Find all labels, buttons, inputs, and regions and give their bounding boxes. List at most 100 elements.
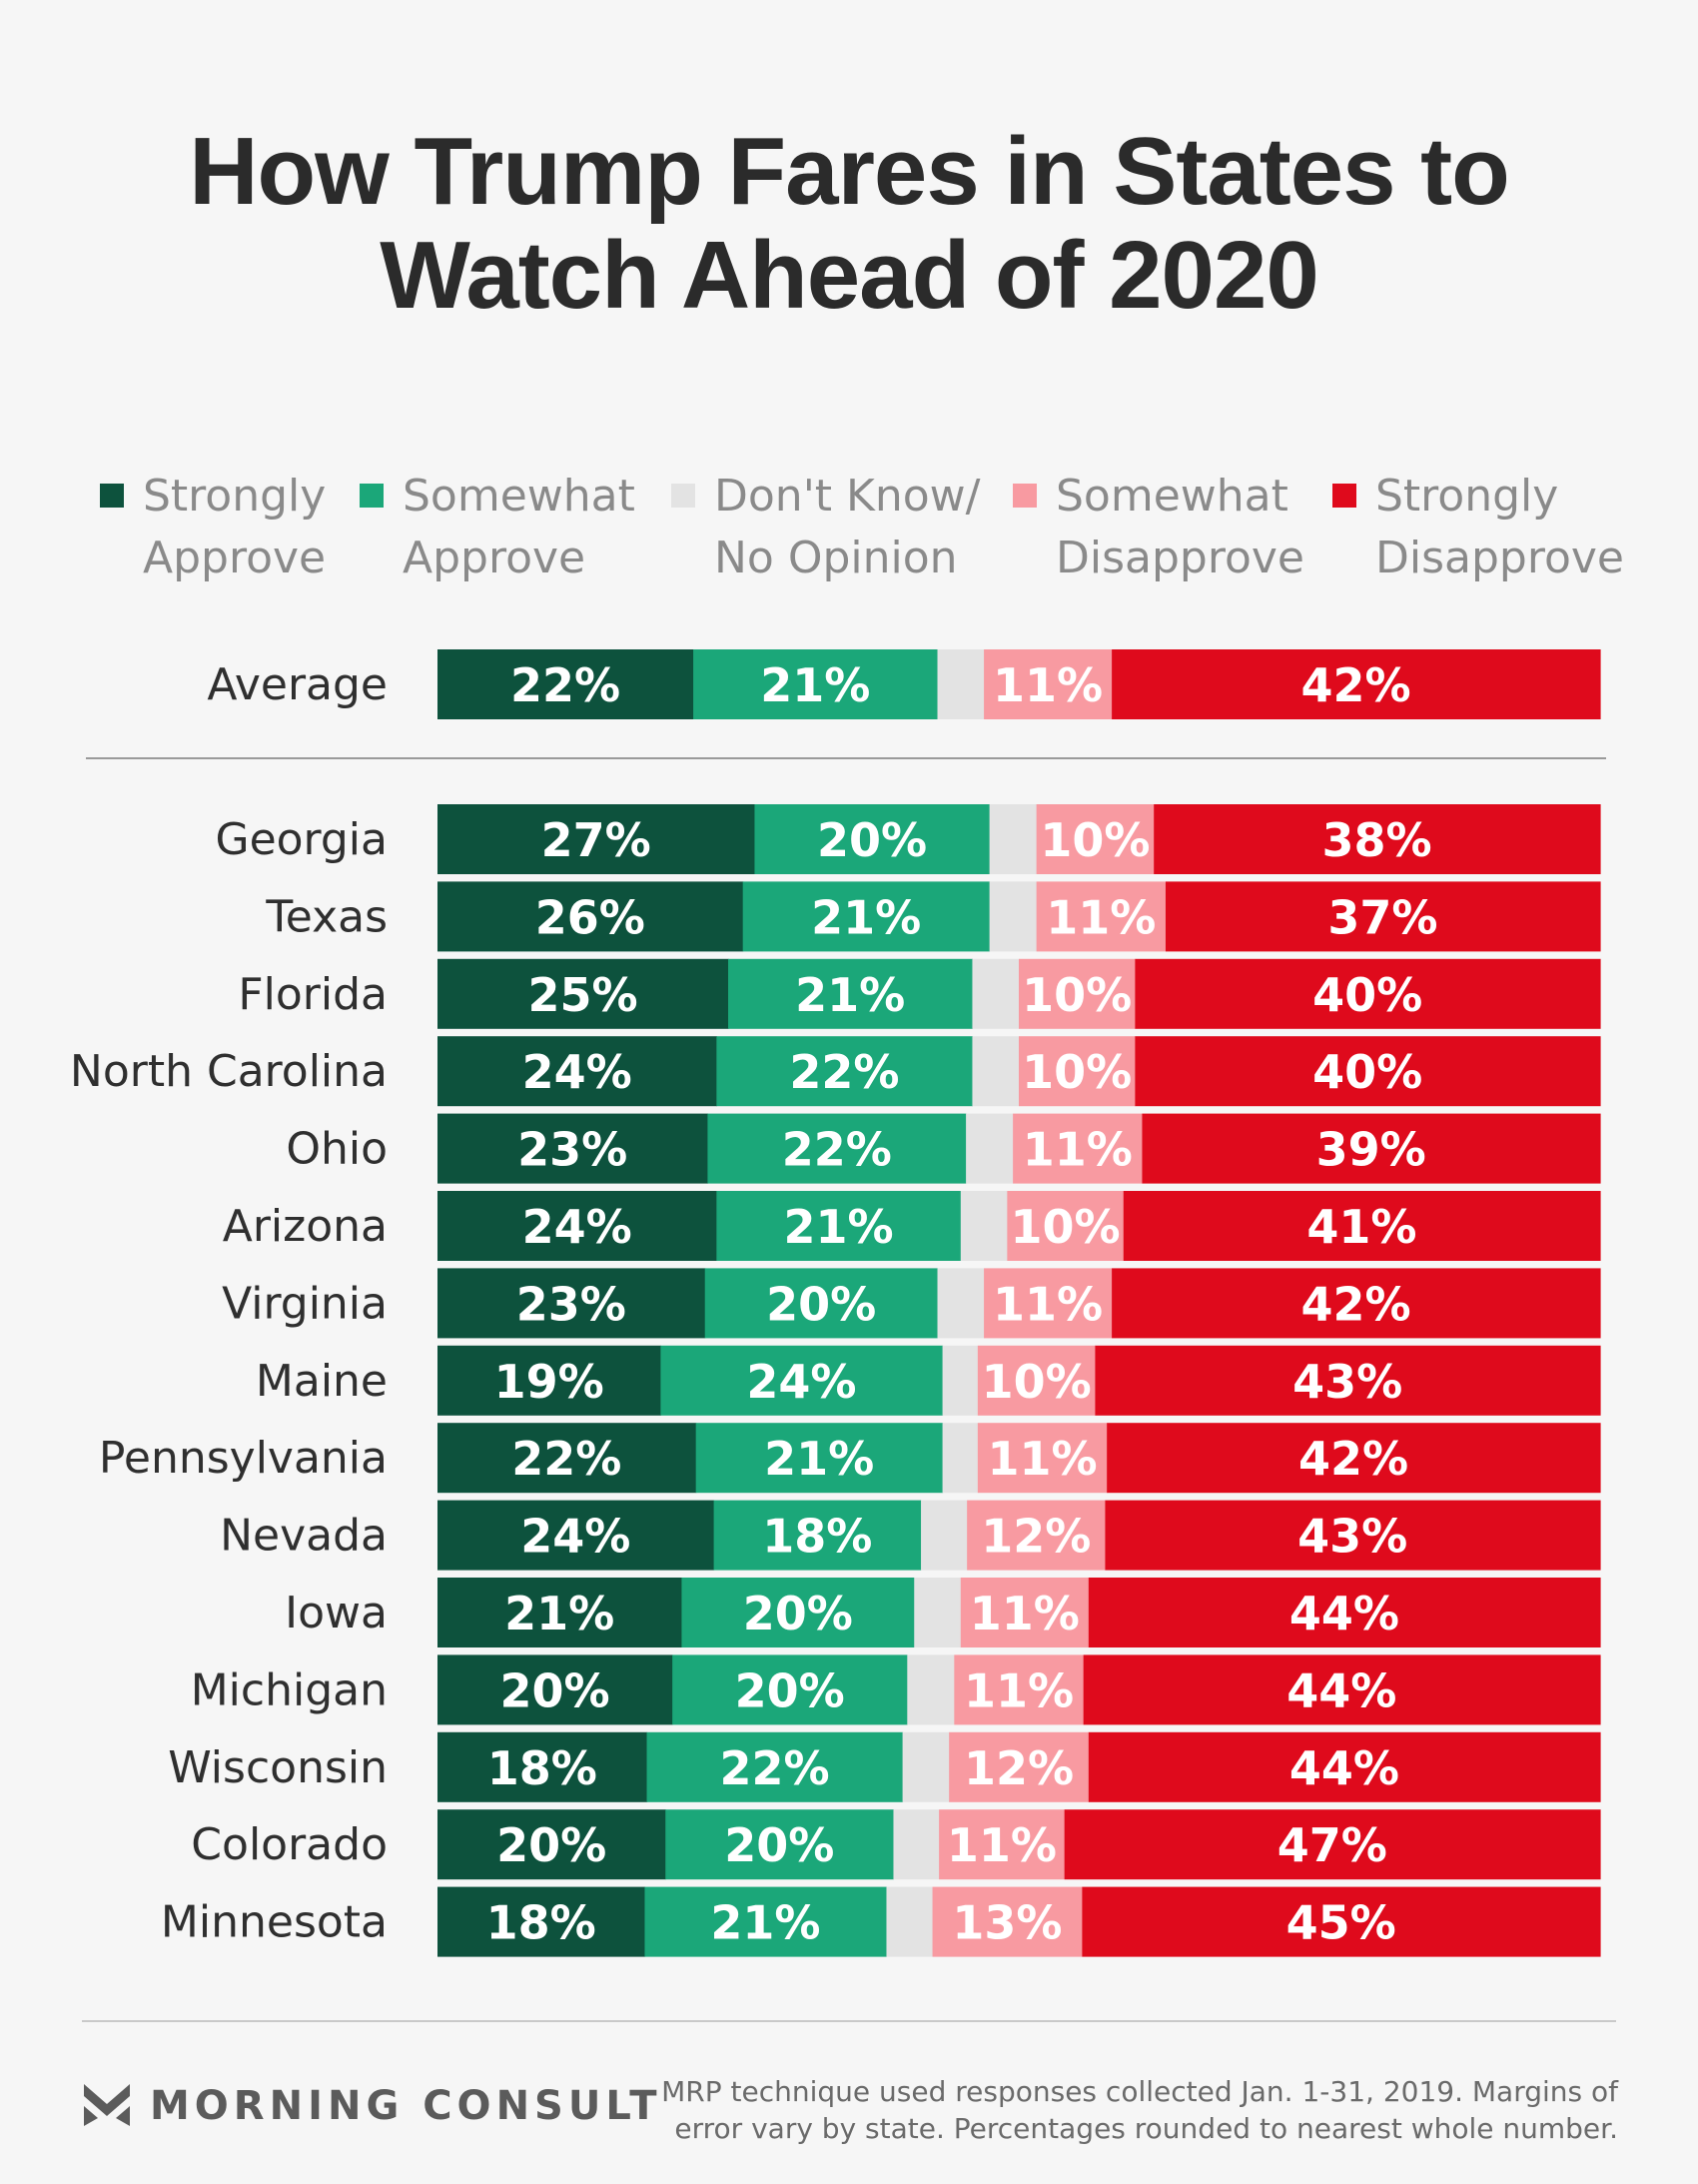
bar-segment-texas-strongly-disapprove [1165,881,1601,952]
data-label-ohio-strongly-approve: 23% [517,1123,627,1177]
bar-segment-georgia-dont-know [989,804,1038,874]
data-label-virginia-strongly-disapprove: 42% [1301,1277,1411,1331]
bar-segment-georgia-somewhat-disapprove [1036,804,1155,874]
bar-segment-florida-strongly-disapprove [1135,958,1601,1029]
row-label-nevada: Nevada [220,1511,388,1562]
bar-segment-michigan-strongly-approve [437,1654,673,1725]
bar-segment-iowa-strongly-approve [437,1578,683,1647]
legend-label-somewhat-approve: Somewhat Approve [403,471,635,583]
bar-segment-nevada-strongly-approve [437,1500,715,1571]
bar-segment-texas-dont-know [989,881,1038,952]
legend-swatch-somewhat-approve [360,484,384,508]
bar-segment-ohio-strongly-disapprove [1142,1113,1601,1184]
data-label-maine-somewhat-disapprove: 10% [982,1355,1092,1409]
bar-segment-pennsylvania-somewhat-disapprove [977,1423,1108,1494]
bar-row-wisconsin: Wisconsin 18% 22% 12% 44% [168,1731,1601,1802]
bar-row-texas: Texas 26% 21% 11% 37% [265,881,1601,952]
bar-segment-minnesota-dont-know [886,1886,934,1957]
bar-segment-minnesota-strongly-approve [437,1886,646,1957]
data-label-north-carolina-strongly-approve: 24% [522,1045,632,1099]
bar-segment-wisconsin-dont-know [902,1731,950,1802]
data-label-minnesota-somewhat-disapprove: 13% [952,1896,1062,1950]
data-label-texas-somewhat-approve: 21% [811,890,921,944]
bar-segment-florida-dont-know [972,958,1020,1029]
bar-segment-iowa-strongly-disapprove [1088,1578,1601,1647]
data-label-georgia-somewhat-disapprove: 10% [1040,813,1150,867]
data-label-colorado-strongly-approve: 20% [496,1818,606,1872]
data-label-florida-strongly-approve: 25% [527,968,637,1022]
bar-segment-colorado-strongly-approve [437,1809,666,1880]
data-label-pennsylvania-strongly-disapprove: 42% [1298,1432,1408,1486]
bar-row-arizona: Arizona 24% 21% 10% 41% [223,1191,1601,1261]
bar-segment-north-carolina-strongly-approve [437,1036,717,1107]
bar-segment-average-dont-know [937,649,985,719]
bar-segment-nevada-somewhat-approve [713,1500,922,1571]
bar-segment-ohio-strongly-approve [437,1113,709,1184]
bar-segment-virginia-somewhat-disapprove [984,1268,1113,1339]
bar-segment-georgia-strongly-approve [437,804,756,874]
bar-segment-colorado-strongly-disapprove [1064,1809,1601,1880]
brand-name: MORNING CONSULT [150,2083,662,2129]
footer-divider [82,2020,1616,2022]
data-label-pennsylvania-strongly-approve: 22% [511,1432,621,1486]
bar-segment-virginia-strongly-approve [437,1268,706,1339]
bar-segment-florida-somewhat-disapprove [1019,958,1136,1029]
bar-segment-nevada-somewhat-disapprove [967,1500,1107,1571]
bar-segment-north-carolina-dont-know [972,1036,1020,1107]
row-label-colorado: Colorado [191,1819,388,1870]
row-label-minnesota: Minnesota [161,1897,388,1948]
data-label-michigan-somewhat-disapprove: 11% [964,1663,1074,1717]
bar-row-colorado: Colorado 20% 20% 11% 47% [191,1809,1601,1880]
bar-segment-average-strongly-disapprove [1112,649,1601,719]
data-label-maine-strongly-approve: 19% [494,1355,604,1409]
bar-segment-iowa-somewhat-disapprove [960,1578,1090,1647]
chart-title-line-2: Watch Ahead of 2020 [380,222,1318,329]
morning-consult-logo-icon [84,2084,130,2126]
bar-segment-georgia-somewhat-approve [754,804,991,874]
data-label-michigan-strongly-approve: 20% [500,1663,610,1717]
data-label-florida-somewhat-approve: 21% [795,968,905,1022]
legend-label-dont-know: Don't Know/ No Opinion [714,471,981,583]
data-label-michigan-somewhat-approve: 20% [735,1663,845,1717]
bar-segment-average-strongly-approve [437,649,694,719]
row-label-average: Average [207,659,388,710]
data-label-wisconsin-somewhat-disapprove: 12% [964,1741,1074,1795]
bar-segment-pennsylvania-strongly-disapprove [1107,1423,1601,1494]
bar-segment-texas-somewhat-disapprove [1036,881,1167,952]
bar-row-nevada: Nevada 24% 18% 12% 43% [220,1500,1601,1571]
data-label-wisconsin-strongly-disapprove: 44% [1289,1741,1399,1795]
bar-segment-florida-strongly-approve [437,958,729,1029]
data-label-average-somewhat-approve: 21% [760,658,870,712]
data-label-georgia-strongly-approve: 27% [541,813,651,867]
row-label-maine: Maine [256,1356,388,1407]
bar-segment-texas-strongly-approve [437,881,744,952]
footnote: MRP technique used responses collected J… [619,2073,1618,2147]
data-label-maine-strongly-disapprove: 43% [1292,1355,1402,1409]
data-label-minnesota-strongly-disapprove: 45% [1286,1896,1396,1950]
bar-segment-minnesota-strongly-disapprove [1082,1886,1601,1957]
bar-segment-nevada-strongly-disapprove [1105,1500,1601,1571]
data-label-minnesota-somewhat-approve: 21% [710,1896,820,1950]
bar-segment-ohio-somewhat-approve [707,1113,967,1184]
bar-segment-wisconsin-somewhat-disapprove [949,1731,1090,1802]
chart-title-line-1: How Trump Fares in States to [189,118,1510,225]
data-label-nevada-strongly-approve: 24% [520,1510,630,1564]
row-label-iowa: Iowa [285,1588,388,1638]
bar-row-ohio: Ohio 23% 22% 11% 39% [286,1113,1601,1184]
bar-segment-maine-dont-know [942,1345,979,1416]
bar-segment-wisconsin-somewhat-approve [646,1731,904,1802]
data-label-virginia-somewhat-approve: 20% [766,1277,876,1331]
bar-segment-arizona-somewhat-approve [716,1191,962,1261]
data-label-average-strongly-approve: 22% [510,658,620,712]
bar-segment-iowa-somewhat-approve [681,1578,915,1647]
row-label-michigan: Michigan [191,1664,388,1715]
data-label-florida-strongly-disapprove: 40% [1312,968,1422,1022]
bar-segment-average-somewhat-disapprove [984,649,1113,719]
bar-segment-arizona-somewhat-disapprove [1007,1191,1125,1261]
bar-row-pennsylvania: Pennsylvania 22% 21% 11% 42% [99,1423,1601,1494]
bar-segment-michigan-strongly-disapprove [1083,1654,1601,1725]
bar-segment-north-carolina-somewhat-approve [716,1036,974,1107]
chart-title: How Trump Fares in States to Watch Ahead… [0,120,1698,328]
data-label-pennsylvania-somewhat-disapprove: 11% [987,1432,1097,1486]
bar-row-georgia: Georgia 27% 20% 10% 38% [215,804,1601,874]
